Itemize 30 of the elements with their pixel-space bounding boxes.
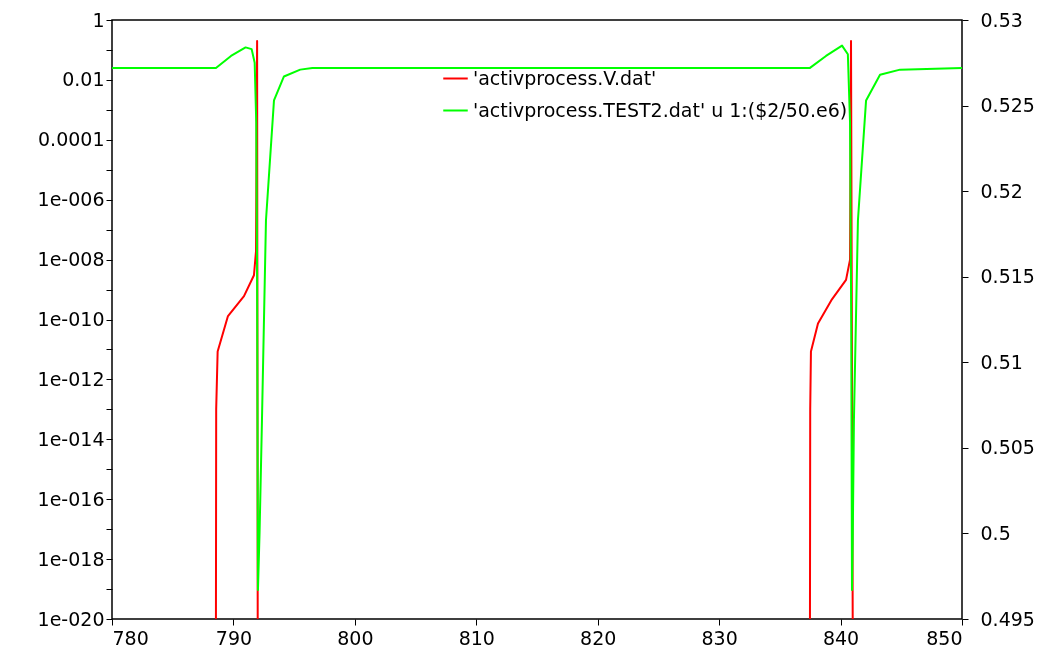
y-tick-label: 0.01 — [62, 68, 105, 91]
y-tick-label: 1e-010 — [37, 308, 105, 330]
y-tick-label: 1e-012 — [37, 367, 105, 390]
y-tick-label: 1e-014 — [37, 427, 105, 450]
y2-tick-label: 0.505 — [980, 436, 1035, 459]
y2-tick-label: 0.52 — [980, 179, 1023, 202]
y-tick-label: 1 — [92, 8, 105, 31]
x-tick-label: 850 — [926, 626, 963, 649]
x-tick-label: 840 — [822, 626, 860, 649]
y-tick-label: 1e-006 — [37, 188, 105, 211]
line-series — [112, 44, 962, 591]
x-tick-label: 800 — [337, 626, 374, 649]
y-tick-label: 1e-020 — [37, 607, 105, 630]
legend-label: 'activprocess.TEST2.dat' u 1:($2/50.e6) — [473, 98, 848, 121]
y2-tick-label: 0.53 — [980, 8, 1023, 31]
y2-tick-label: 0.51 — [980, 350, 1023, 373]
x-tick-label: 820 — [580, 626, 617, 649]
x-tick-label: 830 — [701, 626, 738, 649]
y-tick-label: 1e-018 — [37, 547, 105, 570]
x-tick-label: 790 — [215, 626, 253, 649]
y-tick-label: 0.0001 — [38, 128, 105, 151]
x-tick-label: 810 — [458, 626, 495, 649]
y2-tick-label: 0.525 — [980, 94, 1035, 117]
x-tick-label: 780 — [112, 626, 149, 649]
y-tick-label: 1e-016 — [37, 487, 105, 510]
y2-tick-label: 0.515 — [980, 265, 1035, 288]
y-tick-label: 1e-008 — [37, 248, 105, 271]
y2-tick-label: 0.495 — [980, 607, 1035, 630]
y2-tick-label: 0.5 — [980, 521, 1011, 544]
legend-label: 'activprocess.V.dat' — [473, 66, 657, 89]
